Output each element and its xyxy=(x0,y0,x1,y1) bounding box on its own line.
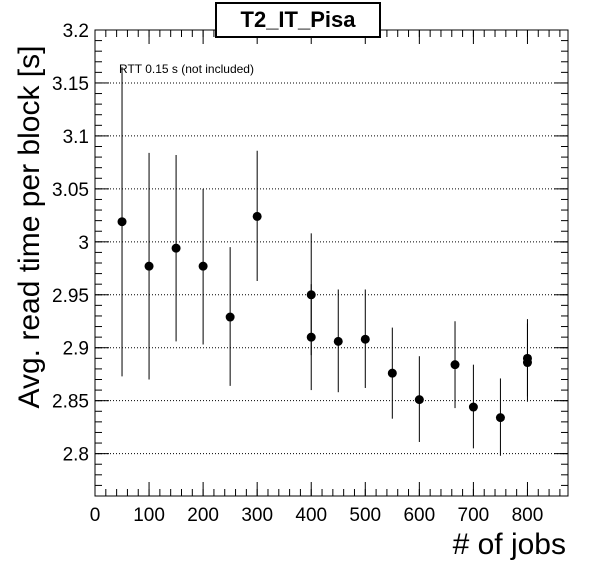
data-point xyxy=(252,211,262,221)
data-point xyxy=(360,334,370,344)
x-axis-label: # of jobs xyxy=(452,528,566,561)
grid-lines xyxy=(95,29,568,455)
data-point xyxy=(450,360,460,370)
chart-title: T2_IT_Pisa xyxy=(215,2,381,38)
y-tick-label: 3.05 xyxy=(52,180,89,201)
data-point xyxy=(522,358,532,368)
y-tick-label: 3 xyxy=(78,233,89,254)
data-point xyxy=(387,368,397,378)
y-tick-label: 2.85 xyxy=(52,392,89,413)
data-point xyxy=(468,402,478,412)
data-point xyxy=(171,243,181,253)
x-tick-label: 700 xyxy=(458,505,490,526)
x-tick-label: 300 xyxy=(241,505,273,526)
y-axis-label: Avg. read time per block [s] xyxy=(13,45,46,409)
data-point xyxy=(333,336,343,346)
tick-labels: 2.8 2.85 2.9 2.95 3 3.05 3.1 3.15 3.2 0 100 200 300 4… xyxy=(52,21,543,526)
x-tick-label: 600 xyxy=(403,505,435,526)
y-tick-label: 2.8 xyxy=(63,445,89,466)
x-tick-label: 200 xyxy=(187,505,219,526)
data-point xyxy=(414,395,424,405)
x-tick-label: 500 xyxy=(349,505,381,526)
data-point xyxy=(225,312,235,322)
data-points xyxy=(117,67,532,456)
y-tick-label: 2.95 xyxy=(52,286,89,307)
x-tick-label: 800 xyxy=(512,505,544,526)
axis-ticks xyxy=(94,29,568,497)
y-tick-label: 2.9 xyxy=(63,339,89,360)
y-tick-label: 3.1 xyxy=(63,127,89,148)
data-point xyxy=(198,261,208,271)
data-point xyxy=(306,332,316,342)
x-tick-label: 400 xyxy=(295,505,327,526)
data-point xyxy=(144,261,154,271)
y-tick-label: 3.2 xyxy=(63,21,89,42)
y-tick-label: 3.15 xyxy=(52,74,89,95)
data-point xyxy=(117,217,127,227)
x-tick-label: 100 xyxy=(133,505,165,526)
rtt-annotation: RTT 0.15 s (not included) xyxy=(119,62,254,76)
data-point xyxy=(495,413,505,423)
x-tick-label: 0 xyxy=(90,505,101,526)
plot-frame xyxy=(94,29,569,497)
